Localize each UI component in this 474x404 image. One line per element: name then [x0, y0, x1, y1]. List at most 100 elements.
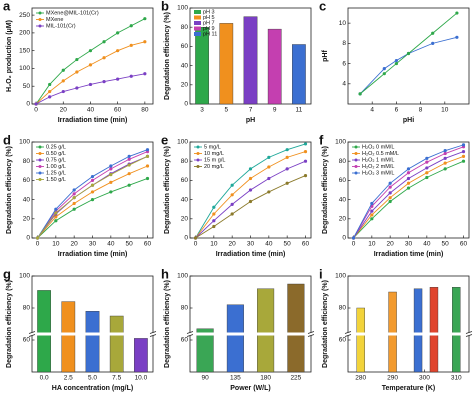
- series-line: [359, 12, 458, 95]
- x-axis-label: Irradiation time (min): [58, 251, 128, 258]
- legend-swatch: [194, 32, 201, 36]
- data-point: [109, 164, 113, 168]
- data-point: [431, 41, 435, 45]
- bar: [85, 311, 100, 373]
- x-axis-label: Power (W/L): [230, 385, 270, 392]
- axis-break: [465, 334, 473, 337]
- x-tick-label: 60: [460, 241, 468, 248]
- x-tick-label: 6: [395, 107, 399, 114]
- data-point: [212, 224, 216, 229]
- data-point: [285, 148, 289, 152]
- data-point: [72, 207, 76, 211]
- data-point: [88, 49, 93, 53]
- data-point: [406, 181, 411, 185]
- data-point: [382, 72, 386, 76]
- legend-label: 15 m g/L: [204, 157, 225, 163]
- data-point: [127, 172, 131, 176]
- x-tick-label: 50: [442, 241, 450, 248]
- legend-label: pH 9: [203, 26, 215, 32]
- data-point: [406, 186, 411, 190]
- data-point: [61, 89, 65, 94]
- x-tick-label: 7: [249, 107, 253, 114]
- data-point: [54, 207, 58, 211]
- x-tick-label: 11: [296, 107, 303, 114]
- legend-marker: [354, 158, 358, 162]
- data-point: [90, 174, 95, 179]
- data-point: [303, 159, 308, 163]
- data-point: [109, 190, 113, 194]
- panel-label: f: [319, 132, 324, 147]
- y-axis-label: Degradation efficiency (%): [164, 12, 171, 100]
- y-tick-label: 40: [181, 196, 189, 203]
- panel-label: g: [3, 266, 11, 281]
- data-point: [75, 70, 79, 74]
- y-tick-label: 8: [342, 40, 346, 47]
- y-tick-label: 60: [181, 177, 189, 184]
- data-point: [127, 157, 131, 161]
- data-point: [303, 174, 308, 178]
- legend-label: H₂O₂ 0.5 mM/L: [362, 151, 399, 157]
- data-point: [34, 102, 38, 106]
- axis-break: [28, 331, 36, 334]
- x-tick-label: 20: [60, 107, 68, 114]
- x-tick-label: 20: [229, 241, 237, 248]
- data-point: [116, 31, 120, 35]
- y-axis-label: Degradation efficiency (%): [6, 280, 13, 368]
- legend-marker: [354, 165, 358, 168]
- plot-frame: [31, 7, 154, 105]
- data-point: [72, 192, 76, 196]
- legend-label: 20 mg/L: [204, 164, 224, 170]
- data-point: [248, 188, 253, 192]
- axis-break-gap: [29, 332, 156, 336]
- y-axis-label: Degradation efficiency (%): [322, 280, 329, 368]
- legend-marker: [38, 178, 42, 181]
- bar: [134, 338, 148, 373]
- data-point: [461, 154, 466, 158]
- legend-label: 1.00 g/L: [46, 164, 66, 170]
- axis-break: [149, 334, 157, 337]
- y-axis-label: Degradation efficiency (%): [322, 146, 329, 234]
- data-point: [248, 167, 253, 171]
- y-tick-label: 20: [23, 216, 31, 223]
- y-axis-label: pHf: [322, 50, 329, 62]
- data-point: [285, 181, 289, 185]
- data-point: [443, 151, 447, 156]
- plot-frame: [347, 275, 470, 373]
- data-point: [127, 163, 131, 167]
- data-point: [388, 181, 392, 185]
- x-tick-label: 310: [451, 375, 462, 382]
- y-tick-label: 6: [342, 60, 346, 67]
- y-tick-label: 20: [181, 82, 189, 89]
- data-point: [193, 236, 198, 240]
- data-point: [370, 201, 374, 206]
- legend-label: MXene: [46, 17, 63, 23]
- data-point: [230, 202, 234, 206]
- panel-label: i: [319, 266, 323, 281]
- x-tick-label: 30: [89, 241, 97, 248]
- x-tick-label: 40: [107, 241, 115, 248]
- panel-label: c: [319, 0, 326, 13]
- x-tick-label: 0: [36, 241, 40, 248]
- data-point: [455, 11, 459, 15]
- data-point: [88, 63, 93, 67]
- axis-break: [186, 331, 194, 334]
- y-tick-label: 60: [181, 43, 189, 50]
- bar: [257, 288, 275, 373]
- legend-marker: [196, 158, 200, 162]
- panel-label: a: [3, 0, 11, 13]
- x-tick-label: 60: [144, 241, 152, 248]
- data-point: [382, 67, 386, 71]
- axis-break: [307, 334, 315, 337]
- data-point: [443, 156, 447, 160]
- axis-break: [186, 334, 194, 337]
- data-point: [303, 142, 308, 146]
- legend-label: 10 mg/L: [204, 151, 224, 157]
- x-axis-label: Irradiation time (min): [216, 251, 286, 258]
- data-point: [116, 77, 120, 81]
- bar: [226, 304, 244, 373]
- data-point: [425, 166, 429, 170]
- data-point: [285, 155, 289, 159]
- x-tick-label: 30: [247, 241, 255, 248]
- y-tick-label: 0: [26, 101, 30, 108]
- data-point: [443, 149, 447, 153]
